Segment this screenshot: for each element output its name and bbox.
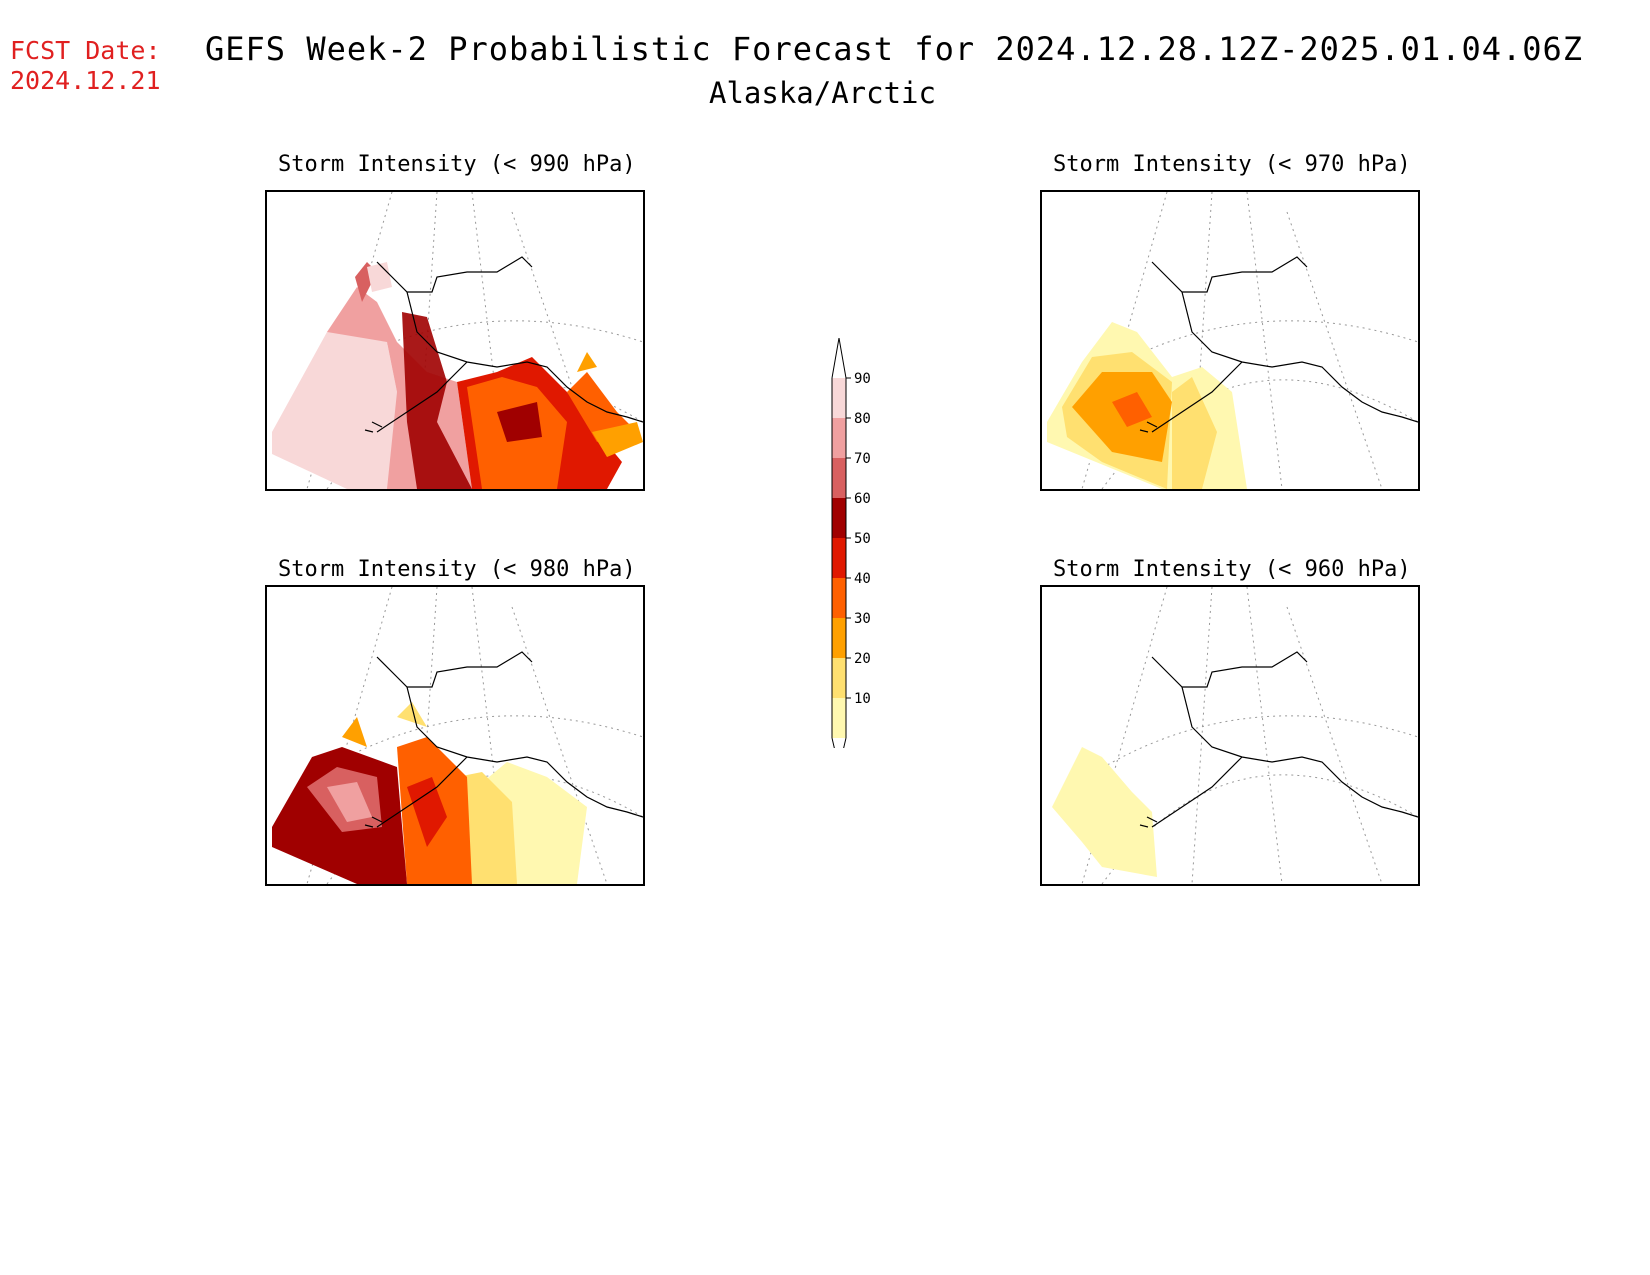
colorbar-top-tip (831, 337, 847, 379)
region-title: Alaska/Arctic (709, 76, 936, 110)
probability-shading (272, 702, 587, 884)
map-panel-960 (1040, 585, 1420, 886)
colorbar-swatch-70 (832, 458, 846, 498)
probability-shading (272, 262, 643, 489)
colorbar-label-10: 10 (854, 691, 871, 707)
colorbar-outline (831, 378, 847, 738)
forecast-date-label: FCST Date: (10, 36, 161, 65)
colorbar-svg: 90 80 70 60 50 40 30 20 10 (831, 337, 871, 769)
colorbar-label-30: 30 (854, 611, 871, 627)
forecast-date-block: FCST Date: 2024.12.21 (10, 36, 161, 96)
panel-title-970: Storm Intensity (< 970 hPa) (1053, 152, 1411, 177)
colorbar-label-40: 40 (854, 571, 871, 587)
colorbar-label-80: 80 (854, 411, 871, 427)
coastline (1139, 256, 1418, 433)
colorbar-label-20: 20 (854, 651, 871, 667)
coastline (364, 256, 643, 433)
probability-shading (1047, 322, 1247, 489)
probability-shading (1052, 747, 1157, 877)
panel-title-960: Storm Intensity (< 960 hPa) (1053, 557, 1411, 582)
panel-title-980: Storm Intensity (< 980 hPa) (278, 557, 636, 582)
colorbar-swatch-80 (832, 418, 846, 458)
colorbar-label-90: 90 (854, 371, 871, 387)
colorbar-label-60: 60 (854, 491, 871, 507)
coastline (1139, 651, 1418, 828)
colorbar-swatch-50 (832, 538, 846, 578)
colorbar-swatch-60 (832, 498, 846, 538)
map-panel-990 (265, 190, 645, 491)
figure-title: GEFS Week-2 Probabilistic Forecast for 2… (205, 30, 1584, 68)
colorbar-swatch-10 (832, 698, 846, 738)
colorbar-label-50: 50 (854, 531, 871, 547)
colorbar-swatch-90 (832, 378, 846, 418)
colorbar-swatch-40 (832, 578, 846, 618)
map-panel-980 (265, 585, 645, 886)
panel-title-990: Storm Intensity (< 990 hPa) (278, 152, 636, 177)
coastline (364, 651, 643, 828)
colorbar: 90 80 70 60 50 40 30 20 10 (820, 337, 880, 769)
colorbar-bottom-tip (831, 737, 847, 769)
colorbar-swatch-20 (832, 658, 846, 698)
forecast-date-value: 2024.12.21 (10, 66, 161, 95)
colorbar-swatch-30 (832, 618, 846, 658)
colorbar-label-70: 70 (854, 451, 871, 467)
map-panel-970 (1040, 190, 1420, 491)
